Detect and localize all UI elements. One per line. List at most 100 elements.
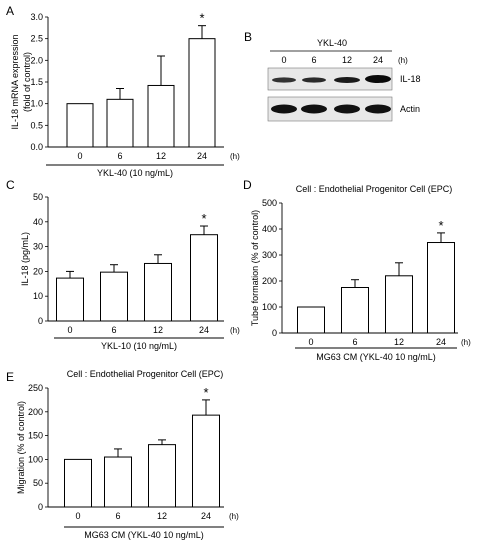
chart-e-x-unit: (h)	[229, 512, 239, 521]
blot-il18-band	[365, 75, 391, 83]
blot-time-24: 24	[373, 55, 383, 65]
chart-a: 0.0 0.5 1.0 1.5 2.0 2.5 3.0 IL-18 mRNA expressi…	[10, 11, 240, 178]
blot-actin-band	[271, 104, 297, 114]
chart-c-y-label: IL-18 (pg/mL)	[20, 232, 30, 286]
chart-a-bar	[66, 103, 94, 148]
chart-a-y-tick-label: 2.0	[30, 55, 43, 65]
chart-c: 0 10 20 30 40 50 IL-18 (pg/mL) 0 6 12 * 24 (h) YKL-10…	[20, 192, 240, 351]
chart-d-title: Cell : Endothelial Progenitor Cell (EPC)	[296, 184, 453, 194]
chart-d-y-tick-label: 500	[262, 198, 277, 208]
chart-e-x-label: MG63 CM (YKL-40 10 ng/mL)	[84, 530, 204, 540]
chart-e-significance-mark: *	[203, 385, 208, 400]
chart-d-x-tick-label: 12	[394, 337, 404, 347]
chart-d-y-tick-label: 200	[262, 276, 277, 286]
chart-e-x-tick-label: 12	[157, 511, 167, 521]
chart-a-y-label-2: (fold of control)	[22, 52, 32, 112]
blot-il18-band	[334, 77, 360, 83]
chart-d-y-tick-label: 100	[262, 302, 277, 312]
chart-d-x-tick-label: 0	[308, 337, 313, 347]
panel-label-c: C	[6, 178, 15, 192]
chart-c-x-tick-label: 24	[199, 325, 209, 335]
chart-c-bar	[100, 271, 128, 322]
chart-d-y-label: Tube formation (% of control)	[250, 210, 260, 326]
chart-c-bar	[144, 262, 172, 322]
western-blot: YKL-40 0 6 12 24 (h) IL-18 Actin	[267, 38, 421, 122]
chart-a-y-tick-label: 3.0	[30, 12, 43, 22]
panel-label-d: D	[243, 178, 252, 192]
chart-e-title: Cell : Endothelial Progenitor Cell (EPC)	[67, 369, 224, 379]
chart-a-x-unit: (h)	[230, 152, 240, 161]
chart-a-x-tick-label: 0	[77, 151, 82, 161]
blot-actin-band	[301, 104, 327, 114]
chart-d-bar	[385, 275, 413, 334]
chart-a-y-tick-label: 1.5	[30, 77, 43, 87]
blot-row-actin: Actin	[400, 104, 420, 114]
chart-e-y-label: Migration (% of control)	[16, 401, 26, 494]
blot-time-12: 12	[342, 55, 352, 65]
chart-a-bar	[188, 38, 216, 148]
chart-e-bar	[104, 456, 132, 508]
chart-c-significance-mark: *	[201, 211, 206, 226]
blot-actin-band	[334, 104, 360, 114]
chart-d-bar	[297, 306, 325, 334]
chart-c-y-tick-label: 20	[33, 266, 43, 276]
chart-e-y-tick-label: 200	[28, 407, 43, 417]
chart-a-y-tick-label: 0.5	[30, 120, 43, 130]
chart-e-y-tick-label: 250	[28, 383, 43, 393]
chart-a-bar	[106, 98, 134, 148]
chart-c-bar	[190, 234, 218, 322]
blot-time-6: 6	[311, 55, 316, 65]
chart-a-x-tick-label: 24	[197, 151, 207, 161]
chart-d-x-label: MG63 CM (YKL-40 10 ng/mL)	[316, 352, 436, 362]
chart-c-y-tick-label: 0	[38, 316, 43, 326]
blot-il18-band	[302, 77, 326, 83]
chart-e-bar	[148, 444, 176, 508]
chart-c-bar	[56, 277, 84, 322]
panel-label-a: A	[6, 4, 14, 18]
chart-d-y-tick-label: 300	[262, 250, 277, 260]
chart-a-y-tick-label: 1.0	[30, 99, 43, 109]
chart-c-x-tick-label: 6	[111, 325, 116, 335]
chart-e-y-tick-label: 150	[28, 431, 43, 441]
chart-e-bar	[192, 414, 220, 508]
chart-e-y-tick-label: 100	[28, 454, 43, 464]
chart-a-significance-mark: *	[199, 11, 204, 26]
chart-c-y-tick-label: 50	[33, 192, 43, 202]
chart-a-x-tick-label: 12	[156, 151, 166, 161]
chart-c-x-tick-label: 12	[153, 325, 163, 335]
chart-e-x-tick-label: 6	[115, 511, 120, 521]
chart-c-y-tick-label: 10	[33, 291, 43, 301]
chart-d-x-unit: (h)	[461, 338, 471, 347]
chart-e-y-tick-label: 50	[33, 478, 43, 488]
panel-label-e: E	[6, 370, 14, 384]
chart-a-x-tick-label: 6	[117, 151, 122, 161]
chart-a-x-label: YKL-40 (10 ng/mL)	[97, 168, 173, 178]
chart-c-y-tick-label: 30	[33, 242, 43, 252]
chart-e-x-tick-label: 24	[201, 511, 211, 521]
chart-c-x-label: YKL-10 (10 ng/mL)	[101, 341, 177, 351]
chart-a-y-tick-label: 2.5	[30, 34, 43, 44]
blot-time-unit: (h)	[398, 56, 408, 65]
blot-il18-band	[272, 77, 296, 83]
blot-actin-band	[365, 104, 391, 114]
chart-c-y-tick-label: 40	[33, 217, 43, 227]
chart-c-x-unit: (h)	[230, 326, 240, 335]
chart-d-x-tick-label: 6	[352, 337, 357, 347]
chart-d-significance-mark: *	[438, 218, 443, 233]
chart-c-x-tick-label: 0	[67, 325, 72, 335]
chart-a-y-label: IL-18 mRNA expression	[10, 34, 20, 129]
chart-d-y-tick-label: 0	[272, 328, 277, 338]
blot-row-il18: IL-18	[400, 74, 421, 84]
chart-a-y-tick-label: 0.0	[30, 142, 43, 152]
blot-il18-membrane	[267, 67, 393, 91]
chart-e-x-tick-label: 0	[75, 511, 80, 521]
chart-d-y-tick-label: 400	[262, 224, 277, 234]
chart-e-y-tick-label: 0	[38, 502, 43, 512]
blot-time-0: 0	[281, 55, 286, 65]
blot-treatment-label: YKL-40	[317, 38, 347, 48]
chart-d-bar	[341, 287, 369, 334]
chart-d-bar	[427, 242, 455, 334]
